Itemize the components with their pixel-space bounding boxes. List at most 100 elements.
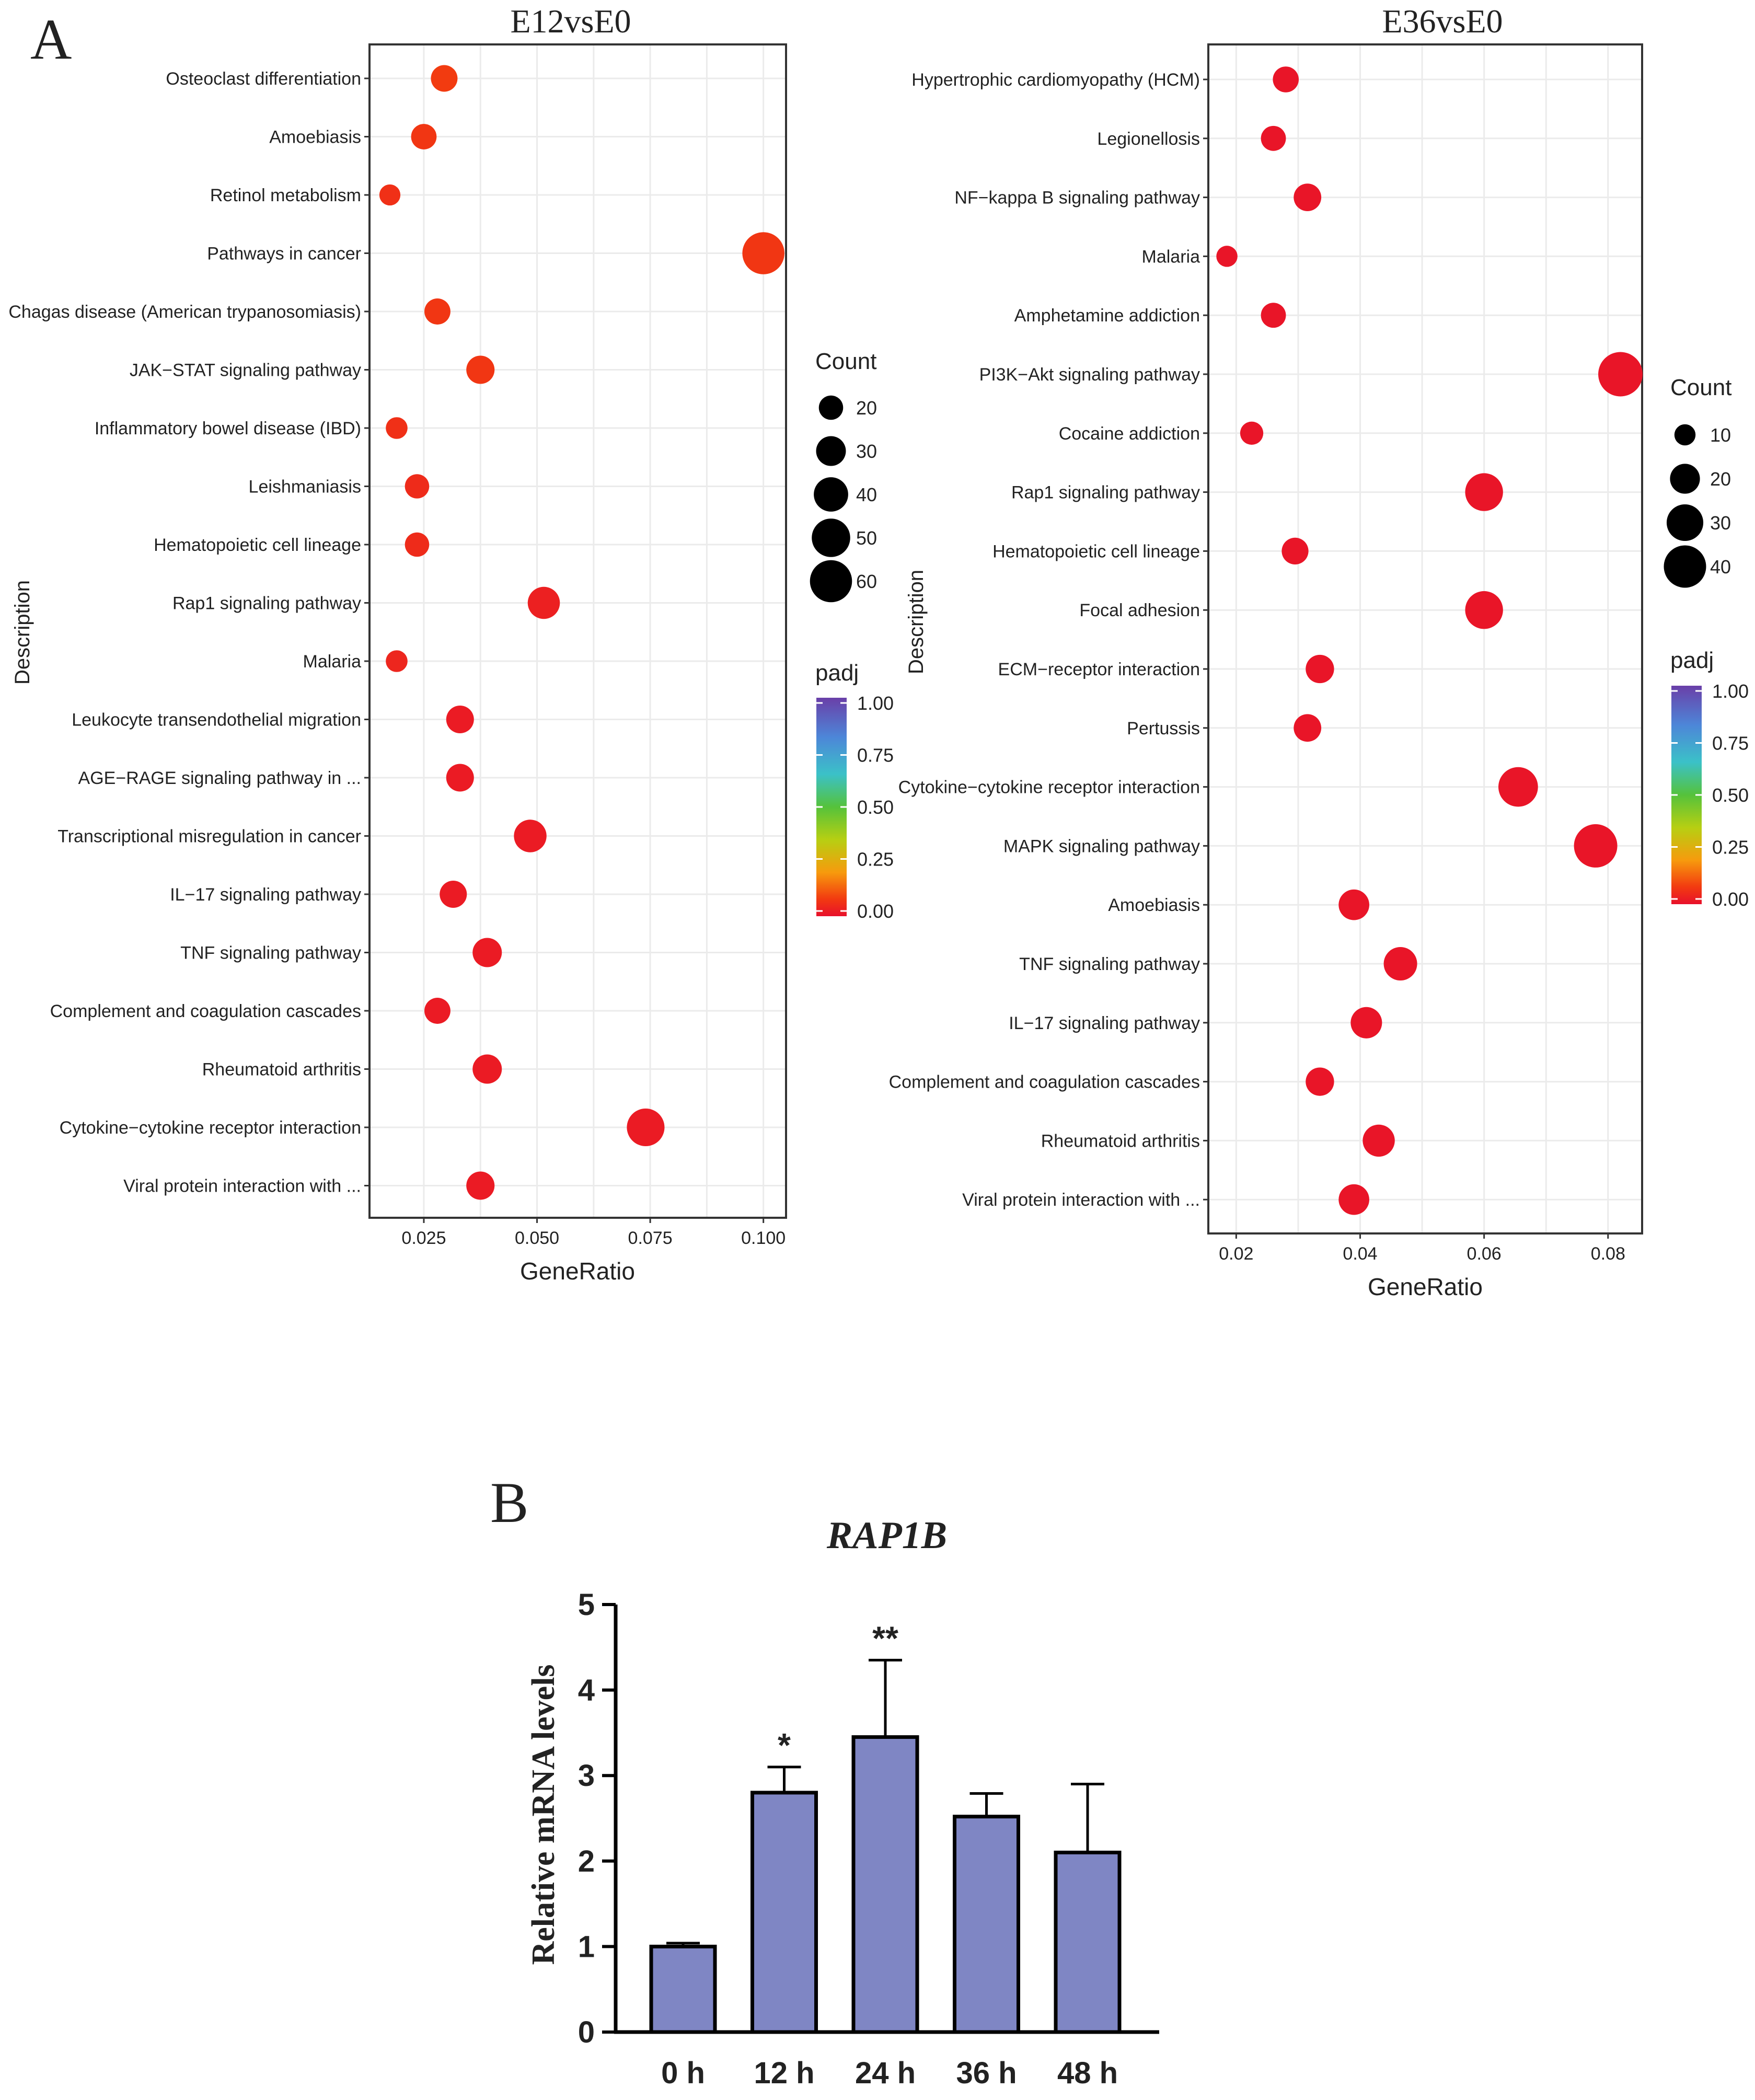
data-point: [440, 881, 467, 908]
y-tick-label: ECM−receptor interaction: [998, 660, 1200, 679]
count-legend-items: 20 30 40 50 60: [810, 395, 877, 603]
y-tick-label: Viral protein interaction with ...: [962, 1190, 1200, 1210]
data-point: [472, 1054, 502, 1084]
bar: [1054, 1850, 1122, 2034]
x-tick-label: 0.100: [741, 1228, 786, 1248]
x-tick-label: 0.075: [628, 1228, 673, 1248]
padj-colorbar-ticks: 1.00 0.75 0.50 0.25 0.00: [1671, 680, 1749, 910]
data-point: [466, 1171, 495, 1200]
data-point: [1294, 183, 1322, 211]
x-tick-label: 36 h: [956, 2056, 1017, 2090]
colorbar-tick-label: 0.25: [857, 849, 894, 870]
x-tick-labels: 0 h 12 h 24 h 36 h 48 h: [661, 2056, 1118, 2090]
count-legend-label: 20: [1710, 468, 1731, 490]
y-tick-label: Rap1 signaling pathway: [1011, 483, 1200, 503]
data-point: [1273, 66, 1299, 93]
y-tick-label: 2: [578, 1844, 595, 1878]
data-point: [1465, 591, 1503, 629]
y-tick-label: PI3K−Akt signaling pathway: [979, 365, 1200, 385]
count-legend-label: 20: [856, 397, 877, 419]
y-tick-label: Legionellosis: [1097, 129, 1200, 149]
y-tick-label: Malaria: [1142, 247, 1200, 267]
x-tick-label: 0.02: [1219, 1244, 1253, 1264]
y-tick-label: Hematopoietic cell lineage: [154, 535, 361, 555]
y-axis-label: Description: [11, 580, 34, 685]
x-tick-labels: 0.025 0.050 0.075 0.100: [401, 1218, 786, 1248]
legend: Count 10 20 30 40 padj 1.00 0.75 0.50 0.25 0.00: [1664, 375, 1749, 910]
y-tick-label: Chagas disease (American trypanosomiasis…: [8, 302, 361, 322]
colorbar-tick-label: 0.75: [857, 745, 894, 766]
y-axis-label: Relative mRNA levels: [526, 1664, 561, 1965]
x-tick-label: 24 h: [855, 2056, 916, 2090]
data-point: [386, 650, 408, 672]
y-tick-label: Malaria: [303, 652, 362, 672]
colorbar-tick-label: 0.75: [1712, 733, 1749, 754]
y-tick-label: IL−17 signaling pathway: [1009, 1013, 1200, 1033]
count-legend-label: 40: [1710, 556, 1731, 578]
y-tick-labels: Osteoclast differentiation Amoebiasis Reti…: [8, 69, 370, 1196]
dotplot-e36: E36vsE0 Hypertrophic cardiomyopathy (HCM…: [889, 3, 1749, 1300]
y-tick-label: Osteoclast differentiation: [166, 69, 361, 89]
y-tick-label: Cocaine addiction: [1059, 424, 1200, 444]
padj-legend-title: padj: [1670, 648, 1714, 673]
count-legend-title: Count: [1670, 375, 1731, 400]
count-legend-items: 10 20 30 40: [1664, 424, 1731, 588]
chart-title: RAP1B: [826, 1514, 947, 1557]
y-tick-label: Focal adhesion: [1079, 601, 1200, 620]
y-tick-label: 5: [578, 1588, 595, 1622]
x-tick-label: 0.050: [515, 1228, 559, 1248]
padj-legend-title: padj: [815, 660, 859, 686]
y-tick-label: Rap1 signaling pathway: [172, 594, 361, 614]
data-point: [1350, 1007, 1382, 1039]
y-tick-label: Leishmaniasis: [249, 477, 361, 497]
data-point: [424, 298, 451, 325]
x-tick-labels: 0.02 0.04 0.06 0.08: [1219, 1233, 1625, 1264]
data-point: [527, 586, 560, 619]
colorbar-tick-label: 0.25: [1712, 837, 1749, 858]
bar: [851, 1735, 919, 2034]
padj-colorbar-ticks: 1.00 0.75 0.50 0.25 0.00: [816, 693, 894, 922]
count-legend-dot: [814, 477, 848, 512]
x-tick-label: 0.06: [1467, 1244, 1502, 1264]
x-tick-label: 0.08: [1591, 1244, 1625, 1264]
plot-panel: [1207, 43, 1643, 1234]
data-point: [379, 184, 401, 206]
legend: Count 20 30 40 50 60 padj 1.00 0.75 0.50 0.25 0.…: [810, 349, 894, 922]
y-tick-label: Complement and coagulation cascades: [50, 1001, 361, 1021]
y-tick-label: 1: [578, 1930, 595, 1964]
data-point: [1338, 889, 1369, 920]
count-legend-label: 30: [856, 441, 877, 462]
x-tick-label: 0.025: [401, 1228, 446, 1248]
colorbar-tick-label: 0.50: [1712, 784, 1749, 806]
data-point: [1281, 537, 1309, 564]
y-tick-label: Pertussis: [1127, 719, 1200, 739]
data-point: [627, 1108, 665, 1147]
data-point: [1598, 352, 1643, 397]
data-point: [1338, 1184, 1369, 1215]
data-point: [431, 65, 458, 92]
y-tick-label: 3: [578, 1759, 595, 1793]
panel-label-a: A: [30, 7, 72, 71]
bar: [649, 1944, 717, 2034]
y-tick-label: MAPK signaling pathway: [1003, 836, 1200, 856]
data-point: [411, 124, 437, 149]
x-axis-label: GeneRatio: [1368, 1273, 1483, 1300]
data-point: [466, 355, 495, 384]
data-point: [514, 820, 547, 852]
chart-title: E36vsE0: [1382, 3, 1503, 40]
panel-label-b: B: [490, 1471, 528, 1534]
y-tick-label: TNF signaling pathway: [180, 943, 361, 963]
y-tick-label: Cytokine−cytokine receptor interaction: [60, 1118, 361, 1138]
data-point: [1216, 246, 1238, 267]
count-legend-label: 40: [856, 484, 877, 505]
data-point: [1574, 824, 1618, 868]
count-legend-label: 60: [856, 571, 877, 592]
colorbar-tick-label: 1.00: [857, 693, 894, 714]
dotplot-e12: E12vsE0 Osteoclast differentiation Amoebi…: [8, 3, 894, 1285]
y-tick-label: Hypertrophic cardiomyopathy (HCM): [911, 70, 1200, 90]
y-tick-label: Pathways in cancer: [207, 244, 361, 264]
y-tick-label: Retinol metabolism: [210, 186, 361, 205]
data-point: [1498, 767, 1538, 807]
colorbar-tick-label: 1.00: [1712, 680, 1749, 702]
